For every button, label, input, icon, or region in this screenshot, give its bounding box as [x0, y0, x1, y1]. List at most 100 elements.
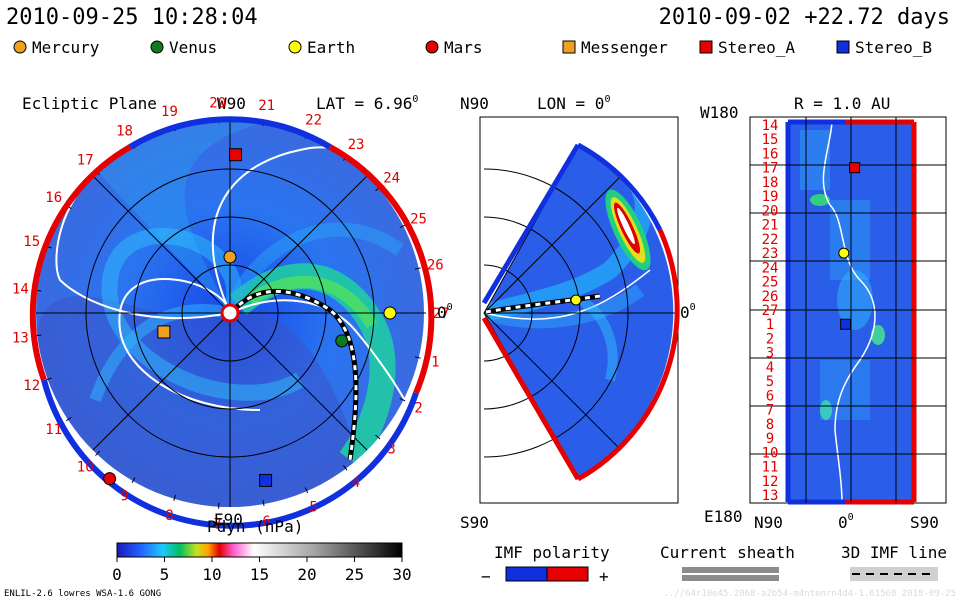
- legend-stereo-a-marker: [699, 40, 713, 54]
- rim-label-6: 6: [262, 514, 270, 530]
- ecliptic-panel: Ecliptic Plane W90 LAT = 6.960: [12, 94, 453, 533]
- rim-label-27: 27: [433, 306, 450, 322]
- current-sheath-legend: Current sheath: [660, 543, 795, 581]
- radial-y-label-8: 8: [766, 417, 774, 433]
- rim-label-11: 11: [45, 422, 62, 438]
- imf-line-title: 3D IMF line: [841, 543, 947, 562]
- body-legend: Mercury Venus Earth Mars Messenger Stereo_A St…: [13, 38, 932, 57]
- rim-label-17: 17: [77, 153, 94, 169]
- radial-y-label-22: 22: [762, 232, 779, 248]
- radial-x-label-s90: S90: [910, 513, 939, 532]
- rim-label-18: 18: [116, 123, 133, 139]
- footer-model-info: ENLIL-2.6 lowres WSA-1.6 GONG: [4, 589, 161, 599]
- colorbar-ticks: 0 5 10 15 20 25 30: [112, 557, 412, 584]
- radial-y-label-7: 7: [766, 403, 774, 419]
- rim-label-24: 24: [383, 170, 400, 186]
- ecliptic-bottom-label: E90: [214, 510, 243, 529]
- radial-y-label-16: 16: [762, 146, 779, 162]
- meridional-field: [484, 185, 653, 382]
- ecliptic-bodies: [103, 148, 397, 487]
- ecliptic-stereo-a-marker: [229, 148, 243, 162]
- rim-tick: [262, 500, 265, 507]
- rim-label-22: 22: [305, 112, 322, 128]
- radial-y-labels: 1415161718192021222324252627123456789101…: [762, 118, 779, 504]
- meridional-edge-south: [481, 316, 581, 481]
- radial-stereo-a-marker: [849, 162, 861, 174]
- radial-y-label-12: 12: [762, 474, 779, 490]
- ecliptic-mars-marker: [103, 472, 117, 486]
- radial-y-label-18: 18: [762, 175, 779, 191]
- colorbar-tick-label: 10: [202, 565, 221, 584]
- timestamp: 2010-09-25 10:28:04: [6, 5, 258, 30]
- rim-polarity-blue-lower: [41, 379, 419, 529]
- colorbar-label: Pdyn (nPa): [207, 517, 303, 536]
- radial-panel: R = 1.0 AU W180: [700, 94, 947, 532]
- rim-label-12: 12: [23, 378, 40, 394]
- legend-messenger-label: Messenger: [581, 38, 668, 57]
- radial-y-label-26: 26: [762, 289, 779, 305]
- radial-bottom-label: E180: [704, 507, 743, 526]
- rim-tick: [414, 356, 421, 359]
- rim-label-4: 4: [352, 475, 360, 491]
- imf-polarity-negative-swatch: [505, 566, 548, 582]
- radial-top-label: W180: [700, 103, 739, 122]
- rim-tick: [414, 267, 421, 270]
- legend-earth-label: Earth: [307, 38, 355, 57]
- colorbar-tick-label: 30: [392, 565, 411, 584]
- radial-x-label-0: 00: [838, 512, 854, 532]
- radial-stereo-b-marker: [840, 318, 852, 330]
- imf-line-legend: 3D IMF line: [841, 543, 947, 581]
- rim-label-1: 1: [431, 355, 439, 371]
- rim-polarity-red-left: [29, 144, 132, 382]
- radial-y-label-25: 25: [762, 275, 779, 291]
- rim-label-25: 25: [410, 211, 427, 227]
- ecliptic-mercury-marker: [223, 250, 237, 264]
- radial-y-label-24: 24: [762, 260, 779, 276]
- radial-current-sheath: [822, 121, 876, 503]
- radial-y-label-13: 13: [762, 488, 779, 504]
- legend-stereo-b-label: Stereo_B: [855, 38, 932, 57]
- rim-label-19: 19: [161, 104, 178, 120]
- radial-y-label-21: 21: [762, 218, 779, 234]
- rim-tick: [343, 465, 348, 471]
- meridional-earth-marker: [570, 294, 582, 306]
- rim-tick: [304, 487, 309, 494]
- legend-venus-marker: [150, 40, 164, 54]
- ecliptic-title: Ecliptic Plane: [22, 94, 157, 113]
- radial-y-label-9: 9: [766, 431, 774, 447]
- radial-grid: [750, 117, 946, 503]
- radial-y-label-3: 3: [766, 346, 774, 362]
- ecliptic-top-label: W90: [217, 94, 246, 113]
- rim-tick: [399, 224, 406, 229]
- legend-stereo-b-marker: [836, 40, 850, 54]
- colorbar-tick-label: 5: [160, 565, 170, 584]
- legend-mars-label: Mars: [444, 38, 483, 57]
- legend-mercury-marker: [13, 40, 27, 54]
- radial-x-label-n90: N90: [754, 513, 783, 532]
- radial-y-label-4: 4: [766, 360, 774, 376]
- rim-tick: [65, 416, 72, 422]
- legend-messenger-marker: [562, 40, 576, 54]
- radial-y-label-2: 2: [766, 331, 774, 347]
- ecliptic-field: [36, 119, 424, 507]
- colorbar-tick-label: 15: [250, 565, 269, 584]
- radial-y-label-10: 10: [762, 445, 779, 461]
- footer-run-info: ..//64r10e45.2068-a2b54-m4ntenrn4d4-1.61…: [663, 589, 956, 599]
- radial-y-label-23: 23: [762, 246, 779, 262]
- colorbar-gradient: [116, 542, 403, 558]
- radial-r-label: R = 1.0 AU: [794, 94, 890, 113]
- rim-label-8: 8: [165, 508, 173, 524]
- rim-tick: [131, 477, 136, 483]
- meridional-imf-dashes: [485, 294, 601, 314]
- legend-earth-marker: [288, 40, 302, 54]
- radial-y-label-27: 27: [762, 303, 779, 319]
- imf-polarity-legend: IMF polarity − +: [481, 543, 610, 586]
- ecliptic-zero-label: 00: [437, 302, 453, 322]
- radial-y-label-17: 17: [762, 161, 779, 177]
- rim-label-15: 15: [23, 234, 40, 250]
- imf-polarity-title: IMF polarity: [494, 543, 610, 562]
- radial-markers: [838, 162, 861, 330]
- relative-time: 2010-09-02 +22.72 days: [659, 5, 950, 30]
- rim-label-26: 26: [427, 257, 444, 273]
